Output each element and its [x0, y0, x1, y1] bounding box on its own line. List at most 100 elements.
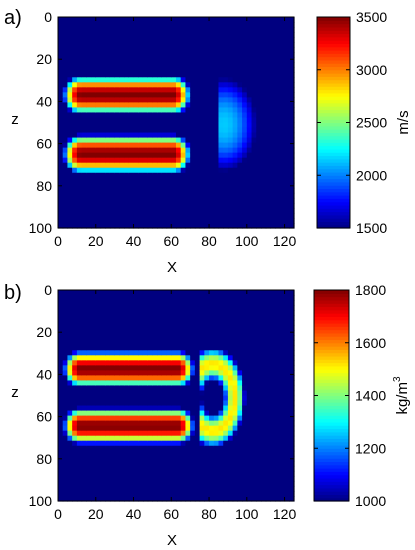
heatmap-cell	[128, 310, 135, 316]
heatmap-cell	[119, 177, 125, 184]
heatmap-cell	[95, 445, 102, 452]
heatmap-cell	[114, 425, 120, 432]
heatmap-cell	[86, 445, 92, 452]
heatmap-cell	[171, 410, 177, 417]
heatmap-cell	[176, 305, 182, 311]
heatmap-cell	[67, 295, 73, 301]
heatmap-cell	[227, 117, 234, 124]
heatmap-cell	[223, 405, 229, 412]
heatmap-cell	[256, 480, 262, 487]
heatmap-cell	[190, 360, 196, 366]
heatmap-cell	[109, 480, 116, 487]
heatmap-cell	[58, 495, 64, 502]
heatmap-cell	[213, 410, 220, 417]
heatmap-cell	[157, 62, 163, 68]
heatmap-cell	[152, 430, 158, 437]
heatmap-cell	[58, 167, 64, 174]
heatmap-cell	[218, 37, 224, 43]
heatmap-cell	[157, 202, 163, 209]
heatmap-cell	[161, 52, 168, 58]
heatmap-cell	[152, 470, 158, 477]
heatmap-cell	[86, 182, 92, 189]
heatmap-cell	[279, 67, 286, 73]
heatmap-cell	[180, 485, 187, 492]
heatmap-cell	[176, 470, 182, 477]
heatmap-cell	[58, 425, 64, 432]
heatmap-cell	[86, 87, 92, 93]
heatmap-cell	[237, 202, 243, 209]
heatmap-cell	[91, 320, 97, 326]
heatmap-cell	[138, 117, 144, 124]
heatmap-cell	[275, 330, 281, 336]
heatmap-cell	[91, 17, 97, 23]
heatmap-cell	[246, 425, 253, 432]
heatmap-cell	[218, 450, 224, 457]
heatmap-cell	[232, 325, 238, 331]
heatmap-cell	[161, 390, 168, 397]
heatmap-cell	[105, 192, 111, 199]
heatmap-cell	[176, 365, 182, 371]
heatmap-cell	[270, 320, 276, 326]
heatmap-cell	[152, 320, 158, 326]
heatmap-cell	[275, 385, 281, 392]
heatmap-cell	[232, 340, 238, 346]
heatmap-cell	[76, 52, 83, 58]
heatmap-cell	[109, 22, 116, 28]
heatmap-cell	[213, 490, 220, 497]
heatmap-cell	[133, 445, 139, 452]
heatmap-cell	[213, 187, 220, 194]
heatmap-cell	[223, 415, 229, 422]
heatmap-cell	[171, 152, 177, 159]
heatmap-cell	[190, 385, 196, 392]
heatmap-cell	[176, 320, 182, 326]
heatmap-cell	[185, 87, 191, 93]
heatmap-cell	[251, 410, 257, 417]
heatmap-cell	[124, 380, 130, 387]
heatmap-cell	[138, 365, 144, 371]
heatmap-cell	[81, 335, 87, 341]
heatmap-cell	[237, 360, 243, 366]
heatmap-cell	[180, 167, 187, 174]
x-tick-label: 120	[273, 506, 297, 522]
heatmap-cell	[194, 415, 201, 422]
colorbar-segment	[314, 306, 349, 311]
heatmap-cell	[72, 295, 78, 301]
heatmap-cell	[171, 137, 177, 144]
heatmap-cell	[256, 305, 262, 311]
heatmap-cell	[204, 87, 210, 93]
heatmap-cell	[251, 340, 257, 346]
heatmap-cell	[251, 380, 257, 387]
heatmap-cell	[105, 290, 111, 296]
heatmap-cell	[209, 380, 215, 387]
heatmap-cell	[180, 62, 187, 68]
heatmap-cell	[176, 187, 182, 194]
heatmap-cell	[265, 440, 271, 447]
heatmap-cell	[161, 335, 168, 341]
heatmap-cell	[289, 117, 295, 124]
heatmap-cell	[128, 82, 135, 88]
heatmap-cell	[227, 142, 234, 149]
heatmap-cell	[58, 52, 64, 58]
heatmap-cell	[180, 22, 187, 28]
heatmap-cell	[256, 112, 262, 119]
heatmap-cell	[279, 445, 286, 452]
heatmap-cell	[86, 17, 92, 23]
heatmap-cell	[204, 490, 210, 497]
heatmap-cell	[251, 370, 257, 376]
heatmap-cell	[138, 172, 144, 179]
heatmap-cell	[128, 440, 135, 447]
heatmap-cell	[213, 315, 220, 321]
heatmap-cell	[270, 440, 276, 447]
heatmap-cell	[270, 127, 276, 134]
heatmap-cell	[100, 480, 106, 487]
colorbar-segment	[317, 142, 350, 147]
heatmap-cell	[190, 172, 196, 179]
heatmap-cell	[227, 360, 234, 366]
panel-label: a)	[4, 7, 22, 29]
heatmap-cell	[72, 390, 78, 397]
colorbar-segment	[317, 145, 350, 150]
heatmap-cell	[209, 17, 215, 23]
colorbar-segment	[314, 365, 349, 370]
heatmap-cell	[256, 415, 262, 422]
